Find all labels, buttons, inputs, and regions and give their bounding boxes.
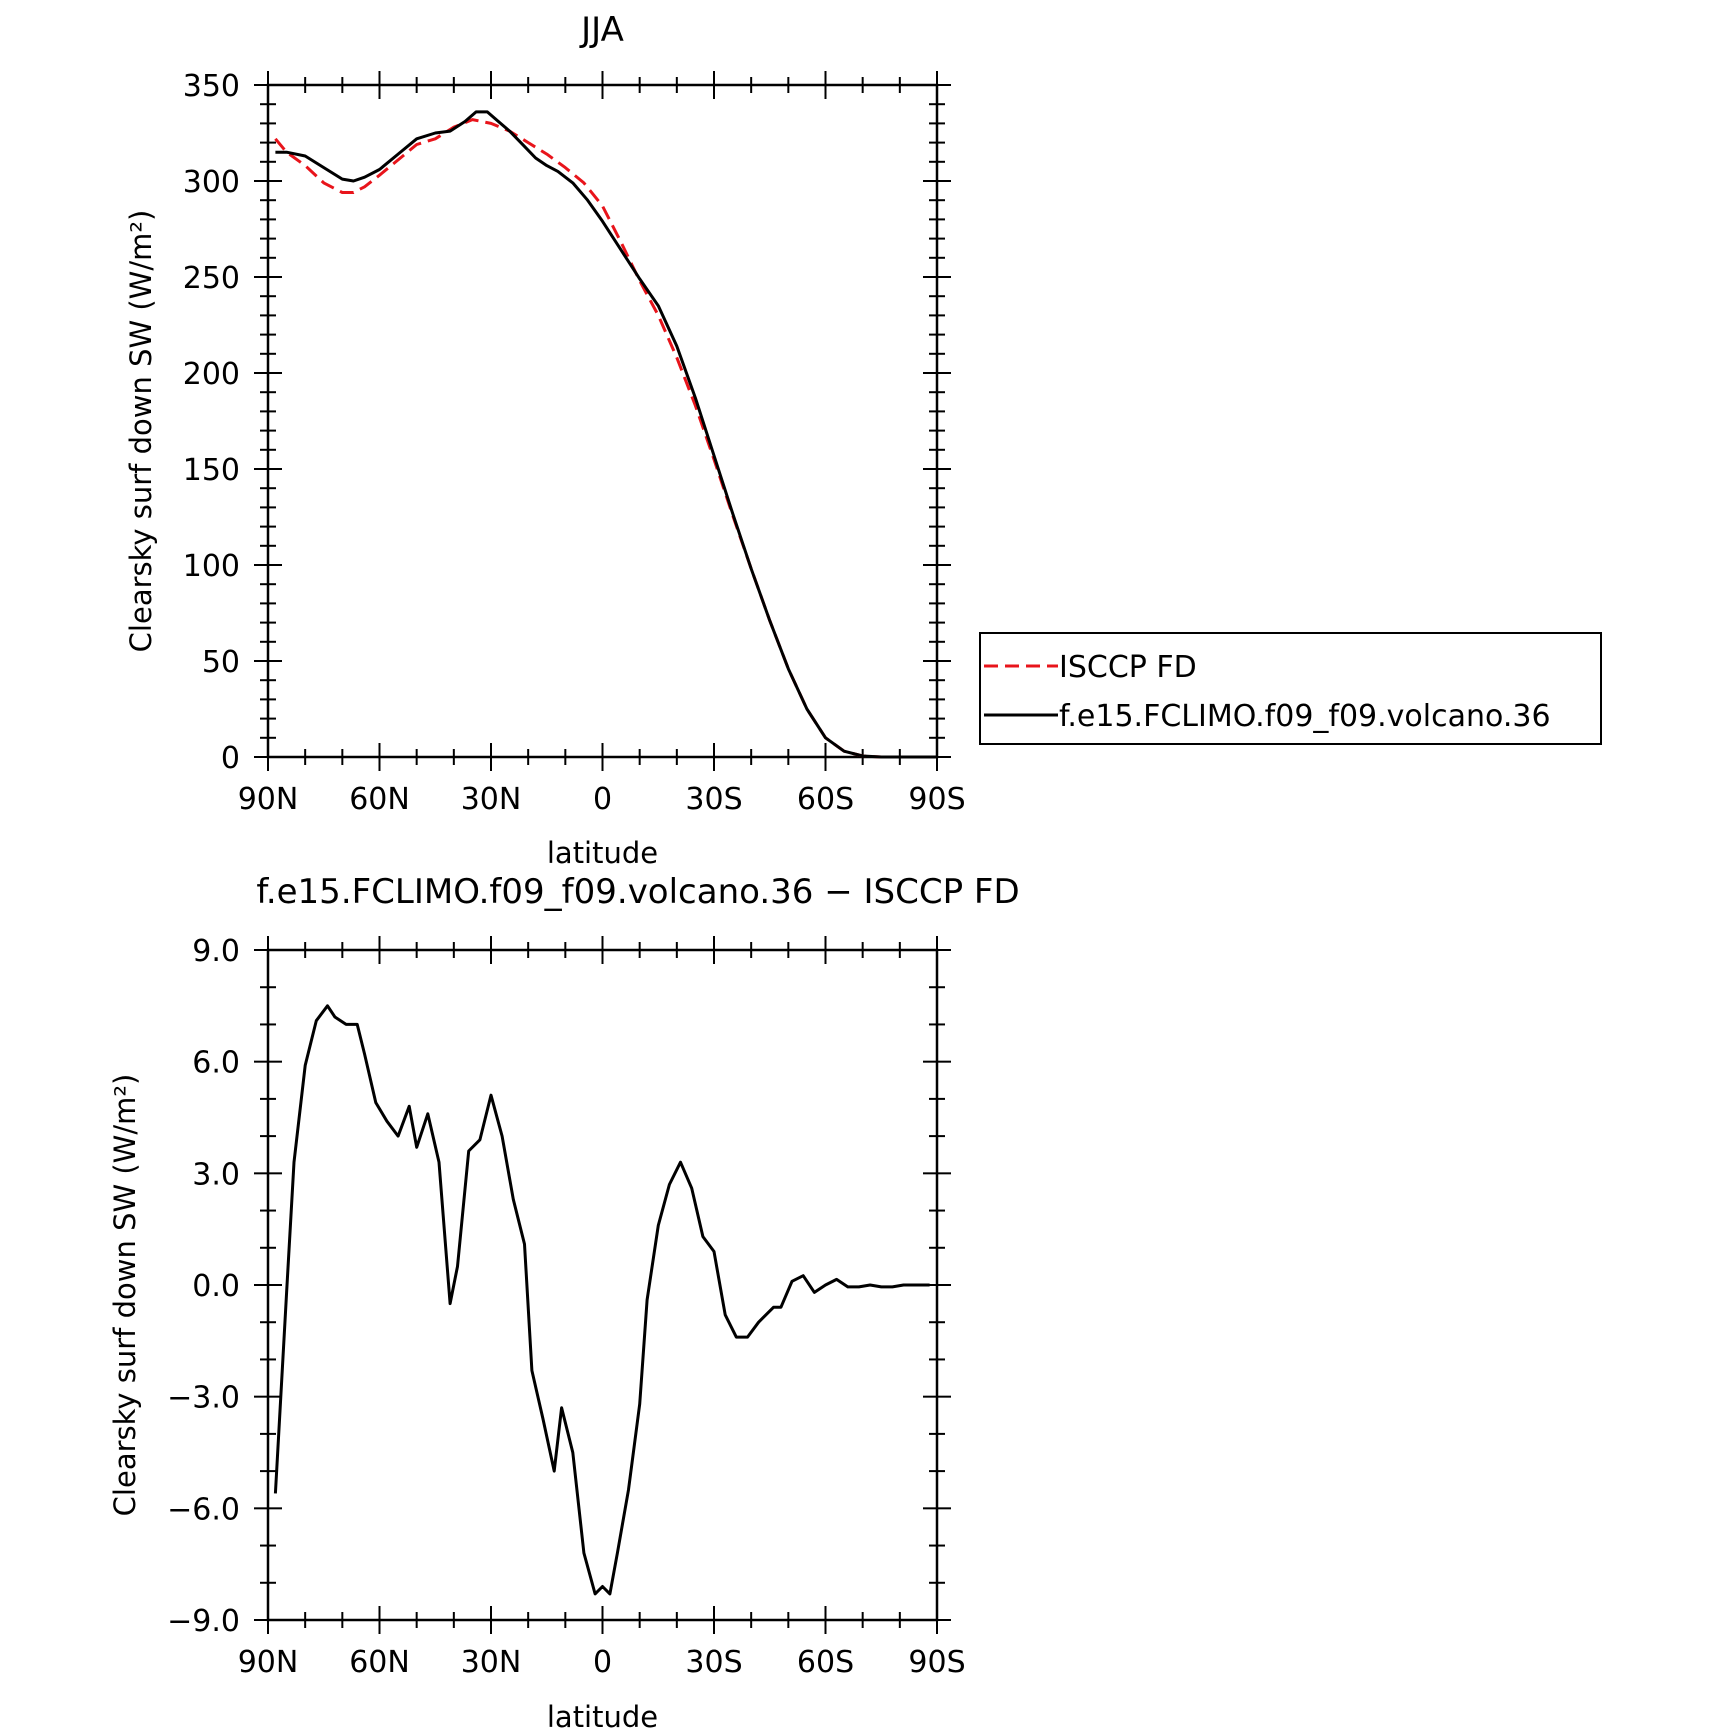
x-tick-label: 30N — [461, 782, 522, 817]
x-tick-label: 30S — [685, 782, 742, 817]
y-tick-label: −3.0 — [167, 1381, 240, 1416]
top-panel: 90N 60N 30N 0 30S 60S 90S 0 50 100 150 200 250 300 350… — [124, 10, 966, 870]
y-tick-label: 250 — [183, 261, 240, 296]
legend-label: f.e15.FCLIMO.f09_f09.volcano.36 — [1059, 699, 1551, 734]
x-tick-label: 90N — [238, 782, 299, 817]
x-axis-label: latitude — [547, 836, 658, 870]
x-tick-label: 30N — [461, 1645, 522, 1680]
x-tick-label: 60S — [797, 1645, 854, 1680]
x-tick-label: 0 — [593, 782, 612, 817]
bottom-panel: 90N 60N 30N 0 30S 60S 90S −9.0 −6.0 −3.0 0.0 3.0 6.0… — [108, 872, 1020, 1734]
y-tick-label: 200 — [183, 357, 240, 392]
y-axis-label: Clearsky surf down SW (W/m²) — [124, 210, 158, 653]
x-tick-label: 60N — [349, 782, 410, 817]
legend: ISCCP FD f.e15.FCLIMO.f09_f09.volcano.36 — [979, 632, 1602, 745]
y-tick-label: 100 — [183, 549, 240, 584]
y-tick-label: 9.0 — [192, 934, 240, 969]
y-tick-label: 300 — [183, 165, 240, 200]
y-tick-label: −6.0 — [167, 1492, 240, 1527]
series-line-difference — [273, 1004, 930, 1596]
plot-frame — [266, 948, 939, 1622]
y-tick-label: 0 — [221, 741, 240, 776]
y-tick-label: −9.0 — [167, 1604, 240, 1639]
x-tick-label: 0 — [593, 1645, 612, 1680]
x-tick-label: 90N — [238, 1645, 299, 1680]
plot-frame — [266, 83, 939, 759]
y-axis-label: Clearsky surf down SW (W/m²) — [108, 1074, 142, 1517]
y-tick-label: 6.0 — [192, 1046, 240, 1081]
x-tick-label: 30S — [685, 1645, 742, 1680]
legend-label: ISCCP FD — [1059, 650, 1197, 685]
y-tick-label: 0.0 — [192, 1269, 240, 1304]
x-axis-label: latitude — [547, 1700, 658, 1734]
x-tick-label: 60N — [349, 1645, 410, 1680]
series-line-f-e15-fclimo-f09-f09-volcano-36 — [275, 110, 937, 759]
chart-title: f.e15.FCLIMO.f09_f09.volcano.36 − ISCCP … — [256, 872, 1019, 912]
y-tick-label: 150 — [183, 453, 240, 488]
series-line-isccp-fd — [274, 118, 937, 759]
x-tick-label: 90S — [908, 1645, 965, 1680]
chart-title: JJA — [579, 10, 624, 50]
x-tick-label: 60S — [797, 782, 854, 817]
legend-box — [979, 632, 1602, 745]
y-tick-label: 3.0 — [192, 1157, 240, 1192]
y-tick-label: 50 — [202, 645, 240, 680]
y-tick-label: 350 — [183, 69, 240, 104]
x-tick-label: 90S — [908, 782, 965, 817]
